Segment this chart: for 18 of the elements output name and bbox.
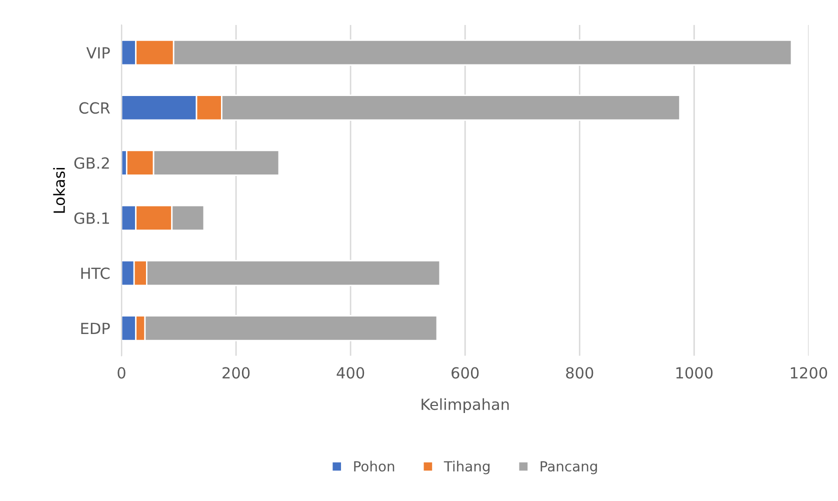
y-tick-label: HTC xyxy=(81,268,110,280)
x-tick-label: 0 xyxy=(118,367,126,379)
y-axis-title: Lokasi xyxy=(53,168,65,213)
x-axis-title: Kelimpahan xyxy=(422,398,509,414)
legend-label: Pancang xyxy=(540,461,597,474)
y-tick-label: GB.2 xyxy=(74,157,109,169)
x-tick-label: 1000 xyxy=(676,367,713,379)
y-tick-label: CCR xyxy=(79,102,110,114)
y-tick-label: EDP xyxy=(81,322,110,334)
y-tick-label: VIP xyxy=(86,47,110,58)
legend-label: Tihang xyxy=(444,460,490,474)
legend-label: Pohon xyxy=(354,460,394,472)
x-tick-label: 200 xyxy=(222,367,250,379)
x-tick-label: 800 xyxy=(566,367,594,379)
x-tick-label: 1200 xyxy=(790,367,828,379)
y-tick-label: GB.1 xyxy=(74,212,109,224)
x-tick-label: 400 xyxy=(336,367,364,379)
x-tick-label: 600 xyxy=(452,367,479,379)
